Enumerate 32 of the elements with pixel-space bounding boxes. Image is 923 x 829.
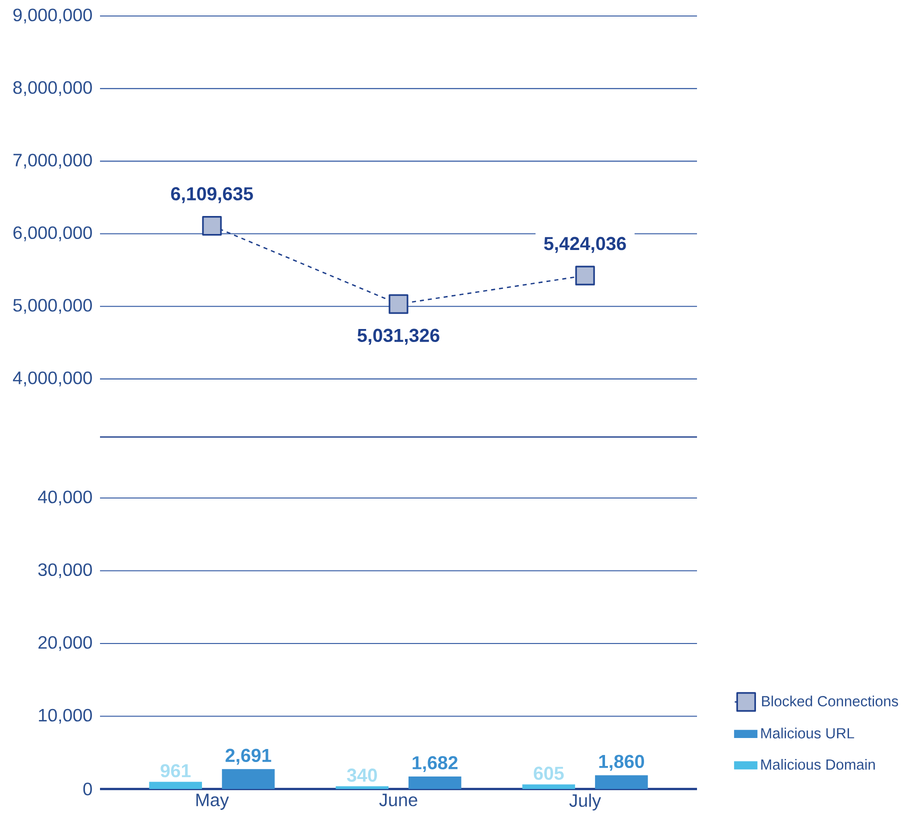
bar bbox=[522, 784, 576, 789]
data-label: 5,031,326 bbox=[358, 328, 440, 345]
y-tick-label: 9,000,000 bbox=[13, 8, 92, 24]
point bbox=[388, 294, 408, 314]
point bbox=[575, 266, 595, 286]
data-label: 6,109,635 bbox=[171, 187, 253, 204]
y-tick-label: 10,000 bbox=[38, 708, 92, 724]
x-tick-label: July bbox=[569, 794, 602, 810]
data-label: 1,860 bbox=[599, 754, 644, 771]
y-tick-label: 8,000,000 bbox=[13, 81, 92, 96]
y-tick-label: 40,000 bbox=[38, 490, 92, 506]
y-tick-label: 6,000,000 bbox=[13, 226, 92, 242]
legend-label: Malicious URL bbox=[761, 728, 854, 738]
data-label: 340 bbox=[346, 768, 377, 782]
x-tick-label: June bbox=[379, 794, 418, 806]
y-tick-label: 30,000 bbox=[38, 563, 92, 578]
y-tick-label: 20,000 bbox=[38, 636, 92, 651]
legend-label: Blocked Connections bbox=[762, 696, 898, 706]
x-tick-label: May bbox=[196, 794, 229, 810]
y-tick-label: 4,000,000 bbox=[12, 371, 92, 386]
bar bbox=[149, 782, 202, 789]
data-label: 961 bbox=[160, 764, 191, 778]
y-tick-label: 5,000,000 bbox=[13, 298, 92, 314]
bar bbox=[336, 786, 389, 789]
y-tick-label: 0 bbox=[83, 782, 92, 796]
data-label: 2,691 bbox=[226, 748, 272, 765]
data-label: 5,424,036 bbox=[544, 236, 626, 253]
legend-label: Malicious Domain bbox=[761, 758, 875, 770]
data-label: 605 bbox=[534, 766, 564, 780]
data-label: 1,682 bbox=[412, 756, 458, 772]
point bbox=[202, 216, 222, 236]
y-tick-label: 7,000,000 bbox=[13, 154, 92, 169]
